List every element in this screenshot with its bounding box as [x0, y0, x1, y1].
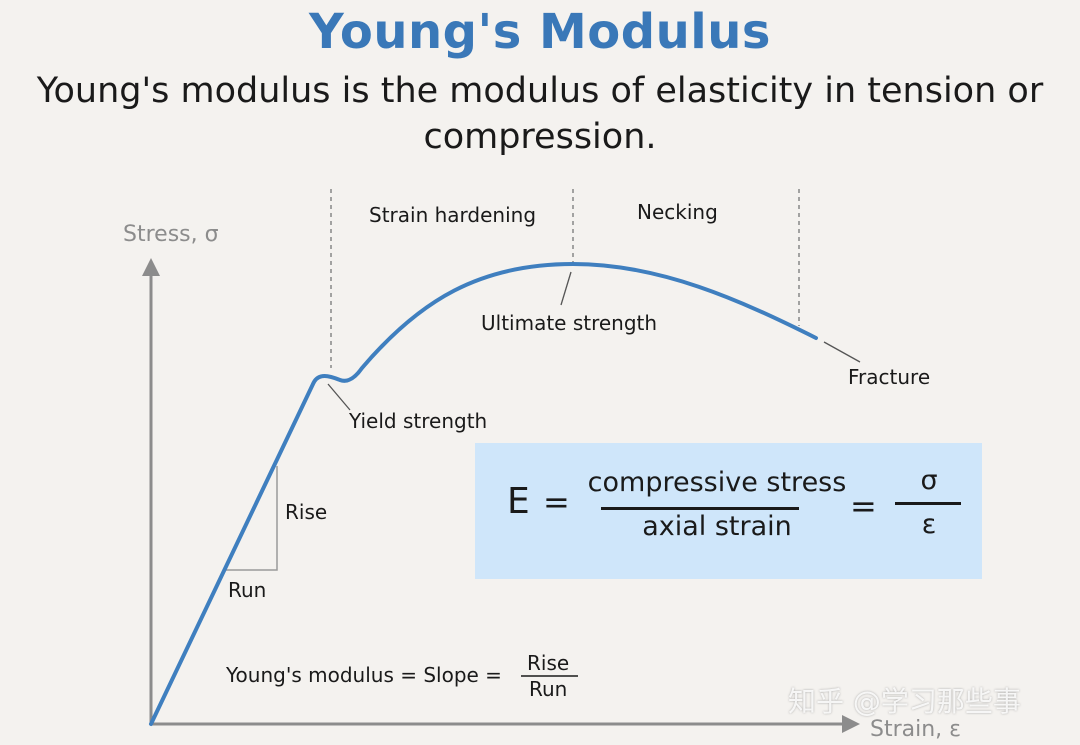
- subtitle-line-2: compression.: [423, 117, 657, 157]
- page-subtitle: Young's modulus is the modulus of elasti…: [10, 68, 1070, 160]
- formula-fraction-bar-1: [601, 507, 799, 510]
- formula-equals-1: =: [543, 483, 570, 521]
- ultimate-leader-line: [560, 271, 572, 306]
- formula-fraction-bar-2: [895, 502, 961, 505]
- fracture-leader-line: [823, 341, 861, 363]
- ultimate-strength-label: Ultimate strength: [481, 311, 657, 335]
- necking-label: Necking: [637, 200, 718, 224]
- stress-strain-curve: [149, 262, 818, 726]
- slope-formula-denominator: Run: [529, 677, 567, 701]
- formula-epsilon: ε: [921, 509, 937, 540]
- y-axis-label: Stress, σ: [123, 222, 219, 247]
- x-axis-label: Strain, ε: [870, 717, 961, 742]
- yield-leader-line: [327, 383, 351, 411]
- slope-formula-numerator: Rise: [527, 651, 569, 675]
- formula-E: E: [507, 481, 530, 522]
- slope-formula-lhs: Young's modulus = Slope =: [225, 663, 502, 687]
- run-label: Run: [228, 578, 266, 602]
- page-title: Young's Modulus: [309, 4, 771, 60]
- rise-label: Rise: [285, 500, 327, 524]
- watermark: 知乎 @学习那些事: [788, 685, 1021, 718]
- x-axis-arrow-icon: [842, 715, 860, 733]
- y-axis-arrow-icon: [142, 258, 160, 276]
- subtitle-line-1: Young's modulus is the modulus of elasti…: [36, 71, 1044, 111]
- fracture-label: Fracture: [848, 365, 930, 389]
- yield-strength-label: Yield strength: [348, 409, 487, 433]
- formula-denominator: axial strain: [642, 511, 792, 542]
- modulus-formula-box: E = compressive stress axial strain = σ …: [475, 443, 982, 579]
- strain-hardening-label: Strain hardening: [369, 203, 536, 227]
- formula-sigma: σ: [920, 465, 938, 496]
- formula-equals-2: =: [850, 487, 877, 525]
- formula-numerator: compressive stress: [587, 467, 847, 498]
- slope-triangle: [226, 466, 278, 571]
